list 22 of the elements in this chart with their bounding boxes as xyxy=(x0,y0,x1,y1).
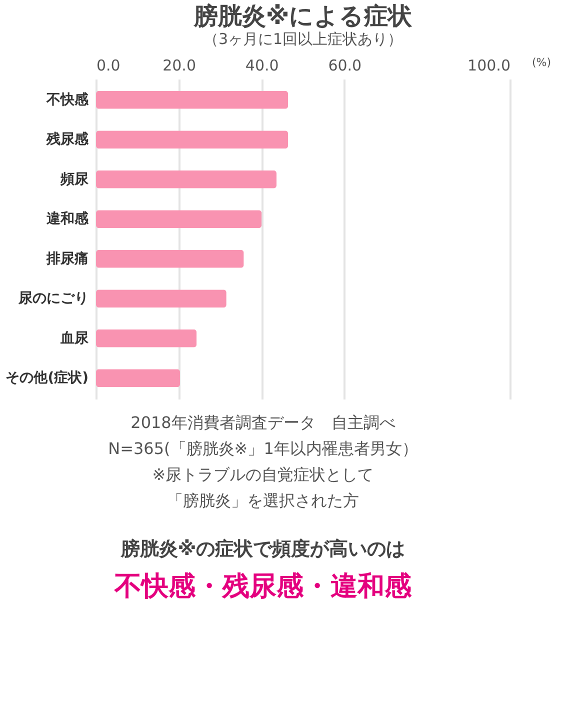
text: 2018年消費者調査データ 自主調べ xyxy=(130,413,396,432)
y-tick-label: その他(症状) xyxy=(6,369,88,386)
x-axis-title: (%) xyxy=(532,56,552,69)
text: N=365(「膀胱炎※」1年以内罹患者男女） xyxy=(108,439,418,458)
y-tick-label: 残尿感 xyxy=(46,132,90,148)
text: ※尿トラブルの自覚症状として xyxy=(152,465,374,484)
y-tick-label: 尿のにごり xyxy=(18,290,88,307)
y-tick-label: 血尿 xyxy=(60,330,90,346)
x-tick-label: 20.0 xyxy=(162,56,196,74)
x-tick-label: 40.0 xyxy=(245,56,279,74)
chart-subtitle: （3ヶ月に1回以上症状あり） xyxy=(203,30,403,48)
text: 不快感・残尿感・違和感 xyxy=(114,571,412,602)
x-tick-label: 100.0 xyxy=(468,56,510,74)
chart-title: 膀胱炎※による症状 xyxy=(192,2,414,30)
y-tick-label: 頻尿 xyxy=(60,171,90,188)
x-tick-label: 0.0 xyxy=(96,56,120,74)
text: 「膀胱炎」を選択された方 xyxy=(167,491,359,510)
y-tick-label: 排尿痛 xyxy=(46,250,88,267)
text: 膀胱炎※の症状で頻度が高いのは xyxy=(120,538,406,560)
y-tick-label: 違和感 xyxy=(46,211,90,228)
x-tick-label: 60.0 xyxy=(328,56,362,74)
y-tick-label: 不快感 xyxy=(46,92,90,108)
